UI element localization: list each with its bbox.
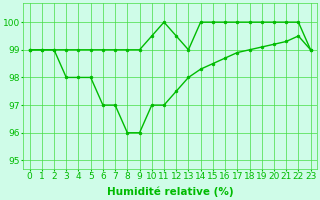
X-axis label: Humidité relative (%): Humidité relative (%) <box>107 187 233 197</box>
